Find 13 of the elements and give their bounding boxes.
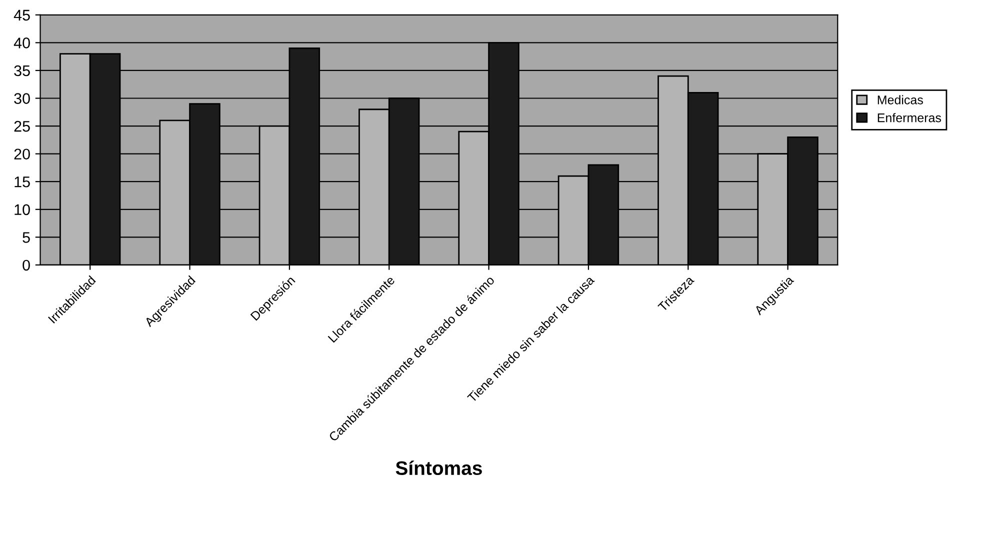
x-axis-title: Síntomas [396, 460, 482, 476]
y-tick-label: 20 [14, 148, 30, 160]
y-tick-label: 5 [22, 232, 30, 243]
y-tick-label: 15 [14, 176, 30, 188]
y-tick-label: 45 [14, 10, 30, 21]
y-tick-label: 35 [14, 65, 30, 76]
y-tick-label: 40 [14, 38, 30, 48]
y-tick-label: 10 [14, 204, 30, 216]
y-tick-label: 30 [14, 93, 30, 104]
legend-label: Enfermeras [878, 113, 942, 122]
y-tick-label: 0 [22, 260, 30, 271]
legend-label: Medicas [878, 95, 923, 104]
y-tick-label: 25 [14, 120, 30, 132]
